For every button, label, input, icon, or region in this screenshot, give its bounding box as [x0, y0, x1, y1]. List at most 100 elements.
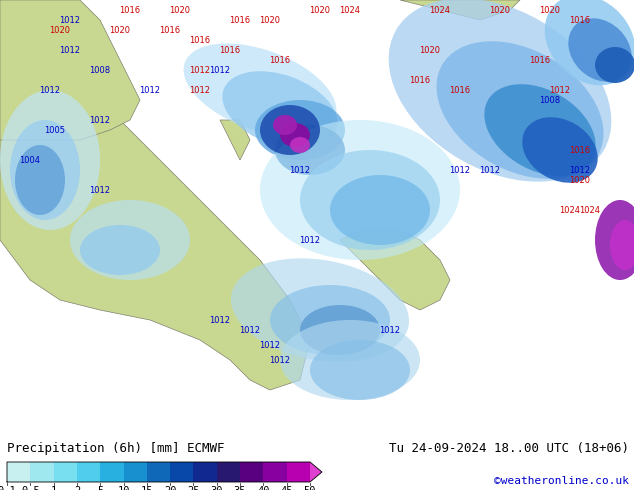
Text: 50: 50: [304, 486, 316, 490]
Text: 1016: 1016: [410, 75, 430, 84]
Text: 1012: 1012: [269, 356, 290, 365]
Text: 1016: 1016: [219, 46, 240, 54]
Ellipse shape: [184, 44, 337, 137]
Ellipse shape: [260, 105, 320, 155]
Text: 1012: 1012: [60, 16, 81, 24]
Text: Precipitation (6h) [mm] ECMWF: Precipitation (6h) [mm] ECMWF: [7, 442, 224, 455]
Text: 1024: 1024: [429, 5, 451, 15]
Text: 1012: 1012: [89, 116, 110, 124]
Text: Tu 24-09-2024 18..00 UTC (18+06): Tu 24-09-2024 18..00 UTC (18+06): [389, 442, 629, 455]
Ellipse shape: [330, 175, 430, 245]
Bar: [287, 462, 310, 482]
Ellipse shape: [280, 320, 420, 400]
Bar: [7, 462, 30, 482]
Text: 1012: 1012: [259, 341, 280, 349]
Ellipse shape: [290, 137, 310, 153]
Text: 1008: 1008: [89, 66, 110, 74]
Text: 1012: 1012: [209, 66, 231, 74]
Bar: [54, 462, 77, 482]
Text: 1: 1: [51, 486, 56, 490]
Text: 1016: 1016: [569, 16, 590, 24]
Text: 10: 10: [117, 486, 130, 490]
Text: 1020: 1020: [110, 25, 131, 34]
Text: 1020: 1020: [259, 16, 280, 24]
Text: 40: 40: [257, 486, 269, 490]
Text: 1016: 1016: [159, 25, 181, 34]
Ellipse shape: [0, 90, 100, 230]
Text: 1020: 1020: [49, 25, 70, 34]
Text: 1005: 1005: [44, 125, 65, 134]
Ellipse shape: [568, 18, 631, 82]
Text: 1020: 1020: [569, 175, 590, 185]
Ellipse shape: [80, 225, 160, 275]
Ellipse shape: [275, 125, 345, 175]
Ellipse shape: [10, 120, 80, 220]
Text: 1012: 1012: [60, 46, 81, 54]
Ellipse shape: [260, 120, 460, 260]
Bar: [30, 462, 54, 482]
Ellipse shape: [15, 145, 65, 215]
Ellipse shape: [270, 285, 390, 355]
Text: 15: 15: [141, 486, 153, 490]
Text: 1012: 1012: [190, 85, 210, 95]
Ellipse shape: [389, 0, 611, 182]
Text: 1016: 1016: [269, 55, 290, 65]
Ellipse shape: [484, 84, 596, 176]
Text: 1012: 1012: [380, 325, 401, 335]
Ellipse shape: [70, 200, 190, 280]
Text: 1012: 1012: [39, 85, 60, 95]
Text: 1020: 1020: [420, 46, 441, 54]
Text: 35: 35: [234, 486, 247, 490]
Text: 25: 25: [187, 486, 200, 490]
Text: 1012: 1012: [209, 316, 231, 324]
Text: 1004: 1004: [20, 155, 41, 165]
Text: 1024: 1024: [339, 5, 361, 15]
Ellipse shape: [255, 100, 345, 160]
Ellipse shape: [280, 123, 310, 147]
Bar: [170, 462, 193, 482]
Text: 1012: 1012: [139, 85, 160, 95]
Text: 1016: 1016: [529, 55, 550, 65]
Bar: [100, 462, 124, 482]
Ellipse shape: [436, 41, 604, 179]
Text: 1012: 1012: [450, 166, 470, 174]
Text: 1020: 1020: [309, 5, 330, 15]
Text: 1012: 1012: [89, 186, 110, 195]
Text: 1016: 1016: [569, 146, 590, 154]
Ellipse shape: [545, 0, 634, 85]
Text: 1012: 1012: [479, 166, 500, 174]
Ellipse shape: [310, 340, 410, 400]
Text: 30: 30: [210, 486, 223, 490]
Ellipse shape: [223, 71, 338, 149]
Bar: [77, 462, 100, 482]
Text: 1012: 1012: [290, 166, 311, 174]
Bar: [240, 462, 263, 482]
Ellipse shape: [522, 117, 598, 183]
Text: 5: 5: [97, 486, 103, 490]
Text: 1020: 1020: [169, 5, 190, 15]
Ellipse shape: [231, 258, 409, 362]
Text: 1008: 1008: [540, 96, 560, 104]
Text: 1012: 1012: [299, 236, 321, 245]
Text: 1012: 1012: [240, 325, 261, 335]
Text: 0.1: 0.1: [0, 486, 16, 490]
Bar: [263, 462, 287, 482]
Bar: [217, 462, 240, 482]
Text: 1016: 1016: [190, 35, 210, 45]
Ellipse shape: [300, 150, 440, 250]
Text: ©weatheronline.co.uk: ©weatheronline.co.uk: [494, 476, 629, 486]
Text: 0.5: 0.5: [21, 486, 40, 490]
Text: 1020: 1020: [540, 5, 560, 15]
Text: 1024: 1024: [559, 205, 581, 215]
Ellipse shape: [595, 47, 634, 83]
Text: 20: 20: [164, 486, 176, 490]
Bar: [147, 462, 170, 482]
Ellipse shape: [610, 220, 634, 270]
Text: 1016: 1016: [119, 5, 141, 15]
Ellipse shape: [300, 305, 380, 355]
Text: 45: 45: [280, 486, 293, 490]
Text: 1016: 1016: [230, 16, 250, 24]
Text: 1012: 1012: [190, 66, 210, 74]
Bar: [124, 462, 147, 482]
Polygon shape: [310, 462, 322, 482]
